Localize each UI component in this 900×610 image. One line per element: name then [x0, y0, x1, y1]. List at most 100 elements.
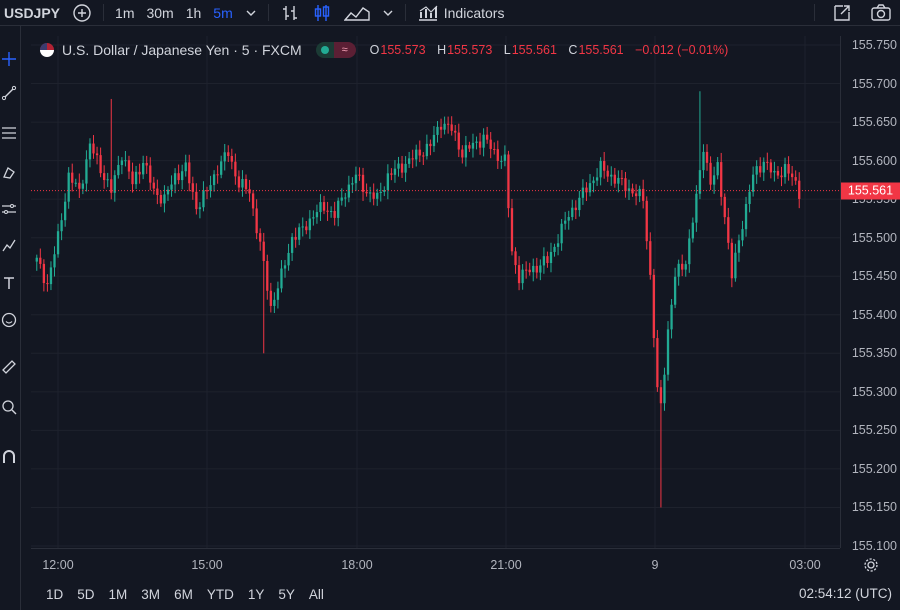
candle-body — [450, 124, 453, 131]
interval-dropdown-button[interactable] — [239, 0, 263, 25]
emoji-tool-button[interactable] — [0, 309, 18, 331]
candle-body — [301, 226, 304, 228]
candle — [507, 150, 510, 218]
snapshot-button[interactable] — [864, 0, 900, 25]
fullscreen-button[interactable] — [820, 0, 864, 25]
interval-1h-button[interactable]: 1h — [185, 4, 202, 21]
candle — [372, 183, 375, 206]
price-tick-label: 155.100 — [851, 539, 897, 553]
candle-body — [666, 329, 670, 375]
market-open-icon — [315, 42, 334, 58]
candle — [354, 166, 358, 191]
candle-body — [383, 189, 386, 192]
interval-5m-button[interactable]: 5m — [213, 4, 233, 21]
range-6m-button[interactable]: 6M — [174, 587, 193, 602]
data-delay-icon: ≈ — [333, 42, 356, 58]
candle — [464, 135, 468, 167]
candle — [340, 188, 343, 206]
range-5d-button[interactable]: 5D — [77, 587, 95, 602]
ruler-tool-button[interactable] — [0, 356, 18, 378]
range-all-button[interactable]: All — [308, 587, 324, 602]
candle-body — [482, 134, 485, 148]
candle — [283, 259, 287, 278]
candle — [301, 217, 304, 237]
range-1m-button[interactable]: 1M — [108, 587, 128, 602]
candle-body — [603, 161, 606, 171]
trendline-tool-button[interactable] — [0, 82, 18, 104]
candle — [315, 204, 319, 224]
open-value: 155.573 — [380, 43, 426, 57]
candle-body — [645, 200, 648, 242]
fib-tool-button[interactable] — [0, 122, 18, 144]
range-ytd-button[interactable]: YTD — [206, 587, 234, 602]
candle — [49, 261, 53, 291]
candle — [220, 155, 223, 179]
candles-style-button[interactable] — [306, 0, 338, 25]
brush-tool-button[interactable] — [0, 160, 18, 182]
price-axis[interactable]: 155.750155.700155.650155.600155.550155.5… — [840, 36, 900, 553]
candle — [383, 186, 386, 197]
trendline-icon — [1, 85, 17, 101]
candle — [411, 149, 414, 169]
time-tick-label: 21:00 — [490, 558, 522, 572]
pattern-tool-button[interactable] — [0, 234, 18, 256]
magnet-tool-button[interactable] — [0, 446, 18, 468]
candle-body — [287, 252, 290, 266]
candle-body — [464, 145, 468, 158]
candle — [564, 211, 567, 230]
text-tool-button[interactable] — [0, 272, 18, 294]
candle — [794, 170, 797, 185]
crosshair-tool-button[interactable] — [0, 48, 18, 70]
candle-body — [319, 202, 322, 213]
candle-body — [560, 223, 563, 244]
candle — [74, 178, 77, 187]
gear-icon[interactable] — [863, 557, 879, 573]
interval-30m-button[interactable]: 30m — [146, 4, 174, 21]
range-3m-button[interactable]: 3M — [141, 587, 161, 602]
candle-body — [517, 265, 521, 284]
chart-style-dropdown-button[interactable] — [376, 0, 400, 25]
candle — [110, 98, 113, 200]
candle-body — [407, 158, 411, 164]
candle-body — [227, 152, 230, 156]
measure-tool-button[interactable] — [0, 198, 18, 220]
candle — [581, 179, 585, 205]
add-symbol-button[interactable] — [66, 0, 98, 25]
symbol-search-button[interactable]: USDJPY — [4, 4, 61, 21]
candle — [230, 148, 233, 170]
candle — [606, 165, 609, 182]
candle-body — [766, 161, 769, 163]
range-1y-button[interactable]: 1Y — [247, 587, 265, 602]
candle — [709, 156, 712, 191]
candle-body — [769, 162, 773, 173]
add-symbol-icon — [73, 3, 91, 22]
candle-body — [220, 161, 223, 175]
ohlc-values: O155.573 H155.573 L155.561 C155.561 −0.0… — [370, 43, 737, 57]
candle — [415, 144, 418, 167]
candle — [273, 292, 276, 314]
candle-style-icon — [314, 4, 329, 21]
bars-style-button[interactable] — [274, 0, 306, 25]
candle — [159, 190, 163, 207]
candle-body — [234, 161, 237, 177]
utc-clock[interactable]: 02:54:12 (UTC) — [798, 586, 892, 601]
candle — [673, 267, 677, 309]
candle — [500, 155, 503, 169]
candle-body — [751, 174, 755, 192]
candle-body — [42, 263, 46, 284]
range-5y-button[interactable]: 5Y — [278, 587, 295, 602]
candle-body — [99, 155, 102, 174]
candle — [634, 184, 638, 206]
time-axis[interactable]: 12:00 15:00 18:00 21:00 9 03:00 — [31, 548, 840, 579]
symbol-title[interactable]: U.S. Dollar / Japanese Yen · 5 · FXCM — [62, 42, 302, 58]
candle-body — [368, 192, 372, 194]
indicators-button[interactable]: Indicators — [411, 0, 511, 25]
zoom-tool-button[interactable] — [0, 396, 18, 418]
candle-body — [688, 238, 691, 265]
interval-1m-button[interactable]: 1m — [115, 4, 135, 21]
area-style-button[interactable] — [338, 0, 376, 25]
range-1d-button[interactable]: 1D — [46, 587, 64, 602]
market-status-badge[interactable]: ≈ — [315, 42, 356, 58]
price-chart[interactable] — [31, 36, 840, 548]
candle — [450, 116, 453, 136]
